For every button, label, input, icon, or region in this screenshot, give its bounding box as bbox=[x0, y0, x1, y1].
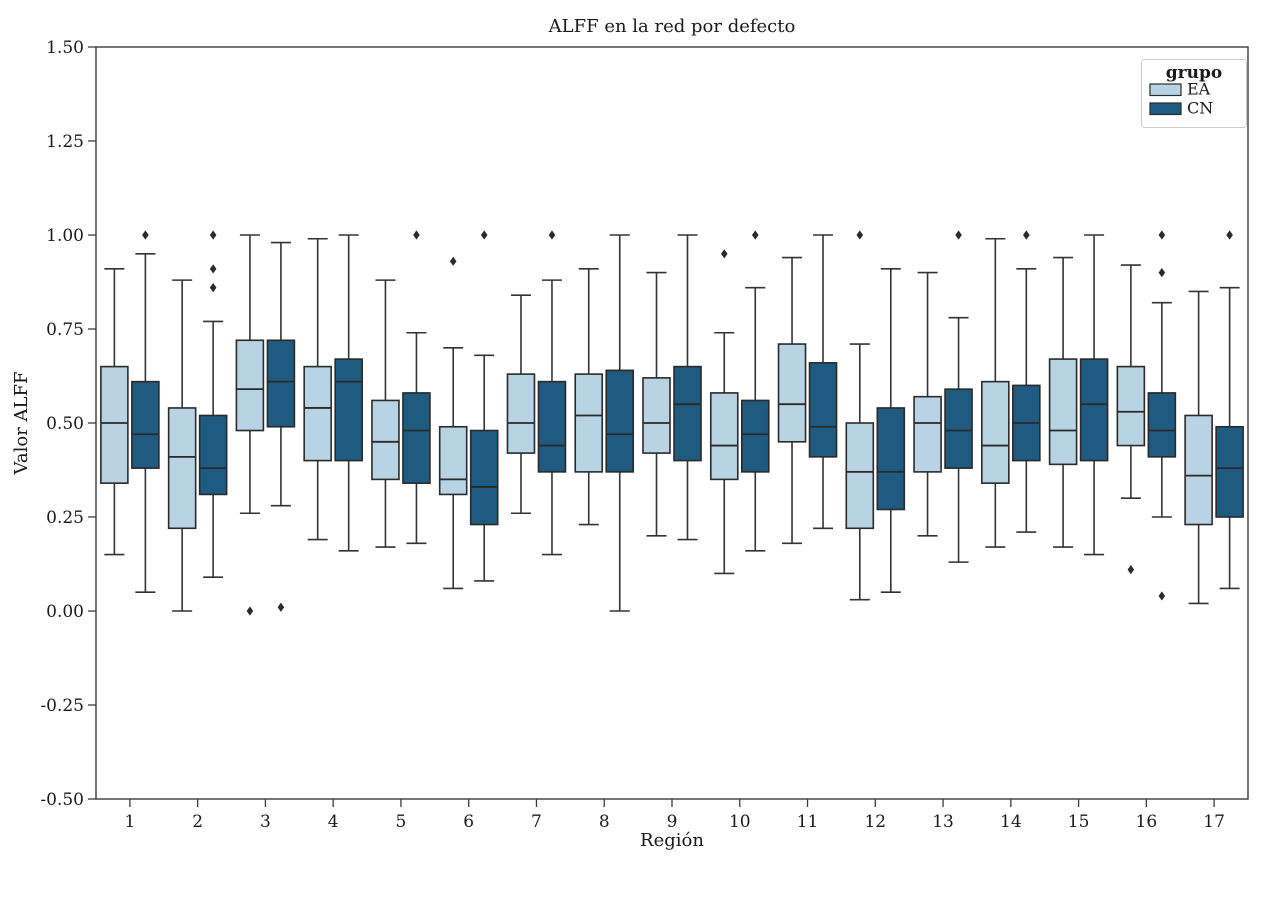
box-cn bbox=[402, 392, 431, 484]
y-tick-label: 0.75 bbox=[46, 320, 84, 340]
plot-area: 1.501.251.000.750.500.250.00-0.25-0.501 2… bbox=[40, 38, 1249, 832]
legend: grupo EA CN bbox=[1141, 59, 1247, 128]
x-tick-label: 15 bbox=[1068, 812, 1090, 832]
box-ea bbox=[438, 425, 468, 496]
outlier-diamond bbox=[1158, 268, 1166, 278]
x-tick-label: 3 bbox=[260, 812, 271, 832]
box-ea bbox=[709, 392, 739, 481]
box-cn bbox=[334, 358, 363, 462]
x-tick-label: 7 bbox=[531, 812, 542, 832]
outlier-diamond bbox=[413, 230, 420, 240]
y-tick-label: 1.50 bbox=[46, 38, 84, 58]
outlier-diamond bbox=[720, 249, 728, 259]
box-ea bbox=[845, 422, 875, 530]
x-tick-label: 6 bbox=[463, 812, 474, 832]
box-ea bbox=[913, 395, 942, 473]
box-cn bbox=[131, 380, 160, 469]
x-tick-label: 17 bbox=[1203, 812, 1225, 832]
box-ea bbox=[167, 407, 197, 530]
outlier-diamond bbox=[751, 230, 759, 240]
box-cn bbox=[469, 429, 499, 526]
box-ea bbox=[981, 380, 1010, 484]
x-tick-label: 11 bbox=[797, 812, 819, 832]
y-tick-label: 0.50 bbox=[46, 414, 84, 434]
box-ea bbox=[1184, 414, 1213, 526]
box-cn bbox=[198, 414, 228, 496]
axes-frame bbox=[95, 46, 1249, 800]
box-cn bbox=[808, 362, 838, 458]
box-cn bbox=[605, 369, 635, 473]
box-cn bbox=[1215, 425, 1244, 518]
x-tick-label: 13 bbox=[932, 812, 954, 832]
box-ea bbox=[235, 339, 265, 432]
legend-label-cn: CN bbox=[1187, 99, 1213, 118]
legend-swatch-ea bbox=[1149, 83, 1182, 97]
box-cn bbox=[944, 388, 973, 469]
y-tick-label: 0.25 bbox=[46, 508, 84, 528]
box-cn bbox=[876, 407, 906, 511]
box-cn bbox=[266, 339, 296, 428]
x-tick-label: 9 bbox=[667, 812, 678, 832]
outlier-diamond bbox=[1158, 591, 1166, 601]
outlier-diamond bbox=[548, 230, 556, 240]
outlier-diamond bbox=[1226, 230, 1233, 240]
x-tick-label: 2 bbox=[192, 812, 203, 832]
y-tick-label: 1.00 bbox=[46, 226, 84, 246]
legend-swatch-cn bbox=[1149, 102, 1182, 116]
outlier-diamond bbox=[277, 602, 285, 612]
y-axis-label: Valor ALFF bbox=[11, 372, 32, 476]
box-ea bbox=[371, 399, 400, 481]
box-ea bbox=[303, 365, 332, 462]
x-tick-label: 1 bbox=[124, 812, 135, 832]
outlier-diamond bbox=[209, 230, 217, 240]
box-ea bbox=[574, 373, 604, 473]
x-tick-label: 10 bbox=[729, 812, 751, 832]
x-tick-label: 4 bbox=[328, 812, 339, 832]
legend-label-ea: EA bbox=[1187, 80, 1211, 99]
box-ea bbox=[506, 373, 536, 454]
box-ea bbox=[777, 343, 807, 443]
outlier-diamond bbox=[449, 256, 457, 266]
x-tick-label: 16 bbox=[1136, 812, 1158, 832]
y-tick-label: -0.50 bbox=[40, 790, 84, 810]
box-cn bbox=[673, 365, 702, 462]
x-axis-label: Región bbox=[640, 830, 704, 851]
outlier-diamond bbox=[480, 230, 488, 240]
outlier-diamond bbox=[1023, 230, 1030, 240]
chart-title: ALFF en la red por defecto bbox=[548, 16, 796, 37]
box-ea bbox=[642, 377, 671, 454]
box-ea bbox=[100, 365, 129, 484]
box-cn bbox=[1079, 358, 1109, 462]
box-ea bbox=[1048, 358, 1078, 466]
y-tick-label: 0.00 bbox=[46, 602, 84, 622]
x-tick-label: 14 bbox=[1000, 812, 1022, 832]
x-tick-label: 5 bbox=[396, 812, 407, 832]
outlier-diamond bbox=[209, 264, 217, 274]
legend-title: grupo bbox=[1166, 63, 1222, 83]
outlier-diamond bbox=[209, 283, 217, 293]
y-tick-label: 1.25 bbox=[46, 132, 84, 152]
outlier-diamond bbox=[1158, 230, 1166, 240]
outlier-diamond bbox=[955, 230, 962, 240]
outlier-diamond bbox=[142, 230, 149, 240]
outlier-diamond bbox=[856, 230, 864, 240]
box-cn bbox=[1147, 392, 1177, 458]
box-ea bbox=[1116, 365, 1146, 447]
y-tick-label: -0.25 bbox=[40, 696, 84, 716]
x-tick-label: 8 bbox=[599, 812, 610, 832]
box-cn bbox=[740, 399, 770, 473]
outlier-diamond bbox=[246, 606, 254, 616]
outlier-diamond bbox=[1127, 565, 1135, 575]
x-tick-label: 12 bbox=[864, 812, 886, 832]
box-cn bbox=[537, 380, 567, 473]
